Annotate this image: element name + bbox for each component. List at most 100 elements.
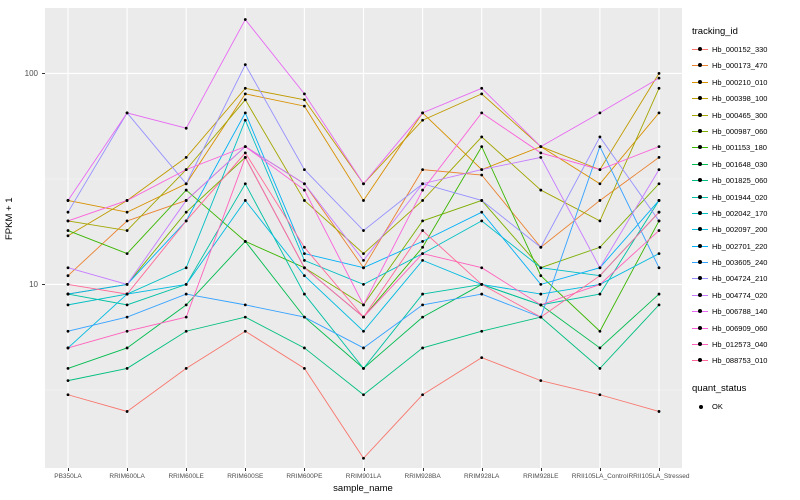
data-point <box>303 274 306 278</box>
data-point <box>421 188 424 192</box>
data-point <box>243 239 247 243</box>
legend-item: Hb_004724_210 <box>692 272 798 285</box>
legend-key-icon <box>692 175 708 187</box>
legend-item-label: Hb_001944_020 <box>712 192 768 202</box>
legend-key-point-icon <box>698 210 702 215</box>
data-point <box>66 234 70 238</box>
data-point <box>598 182 602 186</box>
data-point <box>303 252 306 255</box>
data-point <box>421 292 424 296</box>
legend-key-icon <box>692 125 708 137</box>
legend-item: Hb_000465_300 <box>692 109 798 122</box>
legend-key-icon <box>692 60 708 72</box>
legend-key-point-icon <box>698 178 702 183</box>
data-point <box>184 188 188 192</box>
data-point <box>657 155 661 159</box>
data-point <box>539 266 543 270</box>
data-point <box>125 229 129 232</box>
legend-key-point-icon <box>698 358 702 363</box>
data-point <box>480 219 484 223</box>
legend-key-icon <box>692 289 708 301</box>
data-point <box>362 283 365 286</box>
data-point <box>243 86 247 90</box>
legend-key-icon <box>692 224 708 236</box>
data-point <box>125 210 129 214</box>
legend-item-label: Hb_002701_220 <box>712 241 768 251</box>
data-point <box>66 346 70 350</box>
legend-key-icon <box>692 322 708 334</box>
data-point <box>362 199 365 202</box>
data-point <box>243 182 247 186</box>
data-point <box>184 315 188 319</box>
data-point <box>480 173 484 177</box>
legend-title: tracking_id <box>692 26 738 37</box>
legend-item: Hb_001825_060 <box>692 174 798 187</box>
data-point <box>598 274 602 278</box>
legend-key-icon <box>692 93 708 105</box>
data-point <box>421 199 424 202</box>
legend-key-icon <box>692 240 708 252</box>
data-point <box>657 219 661 223</box>
x-tick-mark <box>304 468 306 471</box>
legend-item: Hb_088753_010 <box>692 354 798 367</box>
data-point <box>480 111 484 115</box>
data-point <box>362 303 365 307</box>
y-axis-title: FPKM + 1 <box>4 197 15 241</box>
data-point <box>598 135 602 139</box>
data-point <box>480 168 484 172</box>
data-point <box>657 292 661 296</box>
x-tick-mark <box>68 468 69 471</box>
data-point <box>657 168 661 172</box>
data-point <box>303 168 306 172</box>
black-point-icon <box>698 405 703 410</box>
data-point <box>303 266 306 270</box>
x-tick-mark <box>363 468 365 471</box>
legend-key-icon <box>692 191 708 203</box>
data-point <box>421 168 424 172</box>
legend-item-label: Hb_001825_060 <box>712 176 768 186</box>
data-point <box>243 63 247 67</box>
legend-key-point-icon <box>698 161 702 166</box>
data-point <box>66 366 70 370</box>
legend-key-icon <box>692 273 708 285</box>
data-point <box>184 155 188 159</box>
x-tick-mark <box>422 468 424 471</box>
data-point <box>243 118 247 122</box>
legend-item-label: Hb_000987_060 <box>712 126 768 136</box>
data-point <box>66 329 70 333</box>
data-point <box>66 229 70 232</box>
quant-status-label: OK <box>712 402 723 412</box>
data-point <box>598 366 602 370</box>
data-point <box>243 18 247 21</box>
legend-key-point-icon <box>698 325 702 330</box>
data-point <box>184 266 188 270</box>
data-point <box>598 199 602 202</box>
data-point <box>657 145 661 148</box>
legend-item-label: Hb_006788_140 <box>712 307 768 317</box>
data-point <box>184 168 188 172</box>
data-point <box>125 346 129 350</box>
data-point <box>421 346 424 350</box>
plot-panel <box>45 8 682 468</box>
data-point <box>362 329 365 333</box>
data-point <box>657 76 661 80</box>
data-point <box>421 315 424 319</box>
data-point <box>539 188 543 192</box>
x-tick-mark <box>245 468 247 471</box>
data-point <box>362 456 365 460</box>
data-point <box>303 98 306 102</box>
data-point <box>303 245 306 249</box>
legend-item-label: Hb_000465_300 <box>712 110 768 120</box>
data-point <box>303 188 306 192</box>
x-tick-label: PB350LA <box>54 473 82 480</box>
legend-item: Hb_006909_060 <box>692 322 798 335</box>
legend-item: Hb_001944_020 <box>692 191 798 204</box>
data-point <box>539 274 543 278</box>
data-point <box>598 245 602 249</box>
legend-item-label: Hb_004774_020 <box>712 290 768 300</box>
data-point <box>480 329 484 333</box>
data-point <box>539 315 543 319</box>
data-point <box>657 199 661 202</box>
data-point <box>66 274 70 278</box>
